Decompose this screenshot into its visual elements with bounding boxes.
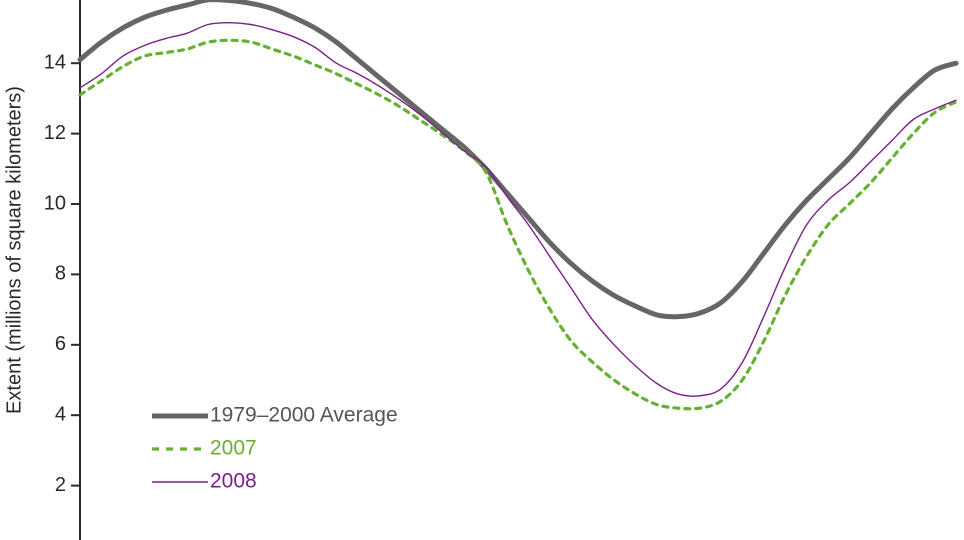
series-line-y2007 xyxy=(78,38,958,411)
legend-label-average: 1979–2000 Average xyxy=(210,404,398,427)
y-tick-label: 14 xyxy=(44,51,66,73)
legend: 1979–2000 Average 2007 2008 xyxy=(152,404,398,493)
y-tick-label: 4 xyxy=(55,403,66,425)
y-tick-label: 8 xyxy=(55,263,66,285)
legend-label-y2007: 2007 xyxy=(210,437,257,460)
y-tick-label: 12 xyxy=(44,122,66,144)
axis-layer: 2 4 6 8 10 12 14 16 xyxy=(44,0,81,540)
series-line-y2008 xyxy=(79,22,957,397)
series-line-average xyxy=(77,0,959,320)
series-layer xyxy=(77,0,959,411)
y-tick-label: 6 xyxy=(55,333,66,355)
legend-label-y2008: 2008 xyxy=(210,470,257,493)
y-tick-label: 16 xyxy=(44,0,66,3)
y-axis-title: Extent (millions of square kilometers) xyxy=(3,86,25,414)
y-tick-label: 10 xyxy=(44,192,66,214)
y-tick-label: 2 xyxy=(55,474,66,496)
